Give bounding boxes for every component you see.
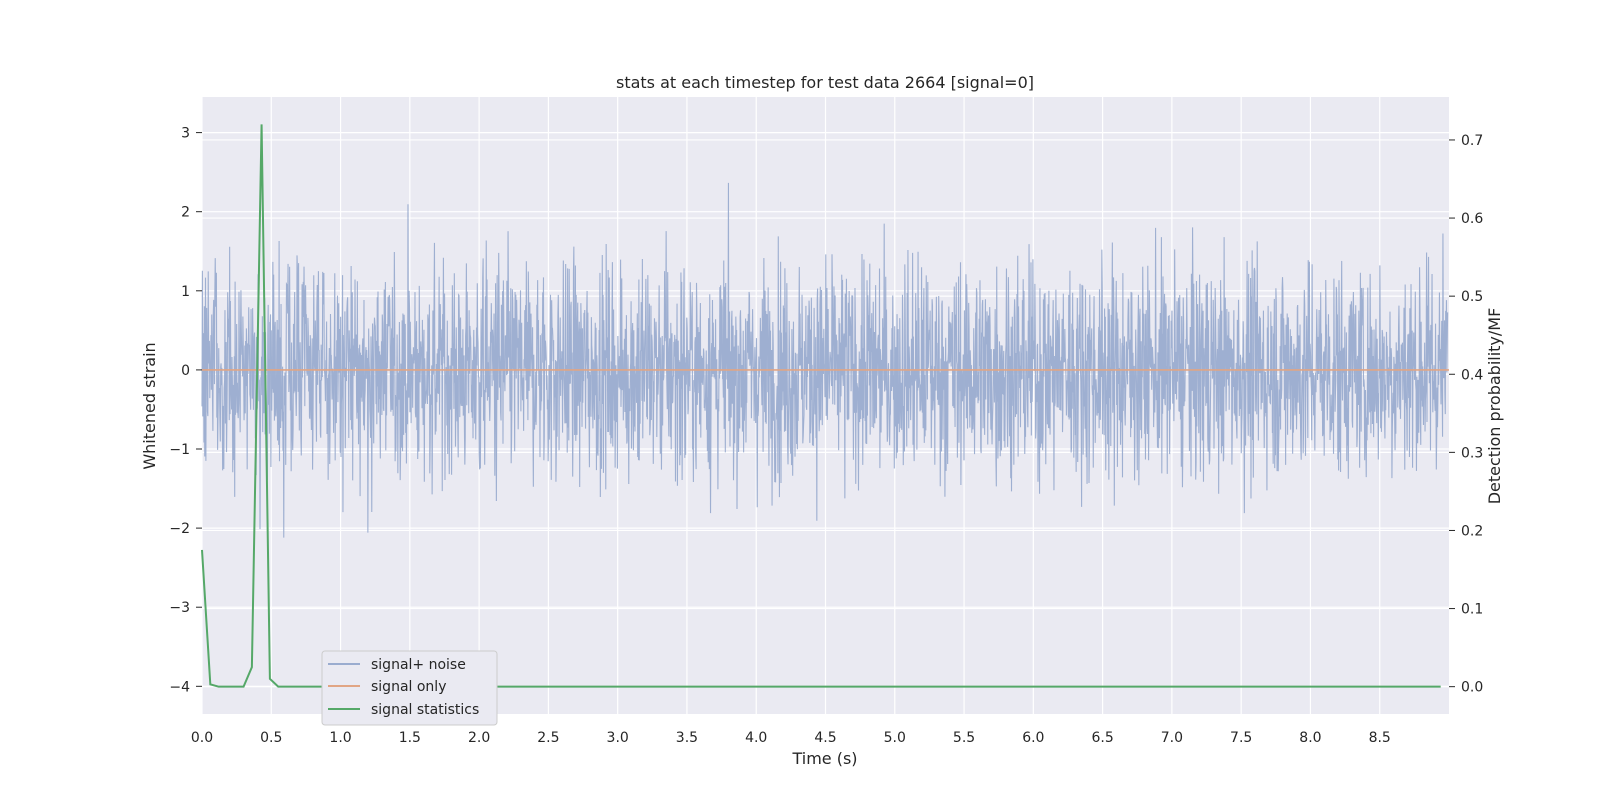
x-tick-label: 3.5: [676, 730, 698, 746]
chart-title: stats at each timestep for test data 266…: [616, 73, 1034, 92]
x-tick-label: 4.5: [814, 730, 836, 746]
x-tick-label: 0.0: [191, 730, 213, 746]
x-tick-label: 8.5: [1369, 730, 1391, 746]
x-tick-label: 2.0: [468, 730, 490, 746]
chart-marks: [201, 124, 1449, 688]
y2-tick-label: 0.5: [1461, 289, 1483, 305]
legend-label-signal-statistics: signal statistics: [371, 702, 479, 718]
legend: signal+ noise signal only signal statist…: [321, 650, 498, 726]
y-axis-label: Whitened strain: [140, 342, 159, 469]
x-tick-label: 6.5: [1091, 730, 1113, 746]
y-tick-label: −3: [169, 600, 190, 616]
x-tick-label: 4.0: [745, 730, 767, 746]
signal-noise-series: [201, 182, 1449, 538]
y-tick-label: 3: [181, 126, 190, 142]
y2-tick-label: 0.1: [1461, 602, 1483, 618]
y-tick-label: −4: [169, 679, 190, 695]
x-axis-label: Time (s): [791, 749, 857, 768]
x-tick-label: 8.0: [1299, 730, 1321, 746]
y-tick-label: 1: [181, 284, 190, 300]
y2-tick-label: 0.6: [1461, 211, 1483, 227]
y-tick-label: 0: [181, 363, 190, 379]
y-tick-label: −1: [169, 442, 190, 458]
legend-label-signal-only: signal only: [371, 679, 446, 695]
x-tick-label: 3.0: [607, 730, 629, 746]
axes-labels: 0.0 0.5 1.0 1.5 2.0 2.5 3.0 3.5 4.0 4.5 5.0 5.5 6.0 6…: [169, 126, 1483, 746]
y2-tick-label: 0.2: [1461, 523, 1483, 539]
y-tick-label: 2: [181, 205, 190, 221]
y-tick-label: −2: [169, 521, 190, 537]
signal-noise-line: [201, 182, 1449, 538]
legend-box: [321, 650, 498, 726]
x-tick-label: 7.5: [1230, 730, 1252, 746]
x-tick-label: 2.5: [537, 730, 559, 746]
x-tick-label: 1.0: [329, 730, 351, 746]
y2-tick-label: 0.0: [1461, 680, 1483, 696]
x-tick-label: 1.5: [399, 730, 421, 746]
x-tick-label: 0.5: [260, 730, 282, 746]
legend-label-signal-noise: signal+ noise: [371, 657, 466, 673]
y2-tick-label: 0.7: [1461, 133, 1483, 149]
x-tick-label: 5.5: [953, 730, 975, 746]
x-tick-label: 6.0: [1022, 730, 1044, 746]
signal-statistics-line: [201, 124, 1441, 688]
x-tick-label: 5.0: [884, 730, 906, 746]
y2-axis-label: Detection probability/MF: [1485, 308, 1504, 505]
x-tick-label: 7.0: [1161, 730, 1183, 746]
y2-tick-label: 0.4: [1461, 367, 1483, 383]
y2-tick-label: 0.3: [1461, 445, 1483, 461]
